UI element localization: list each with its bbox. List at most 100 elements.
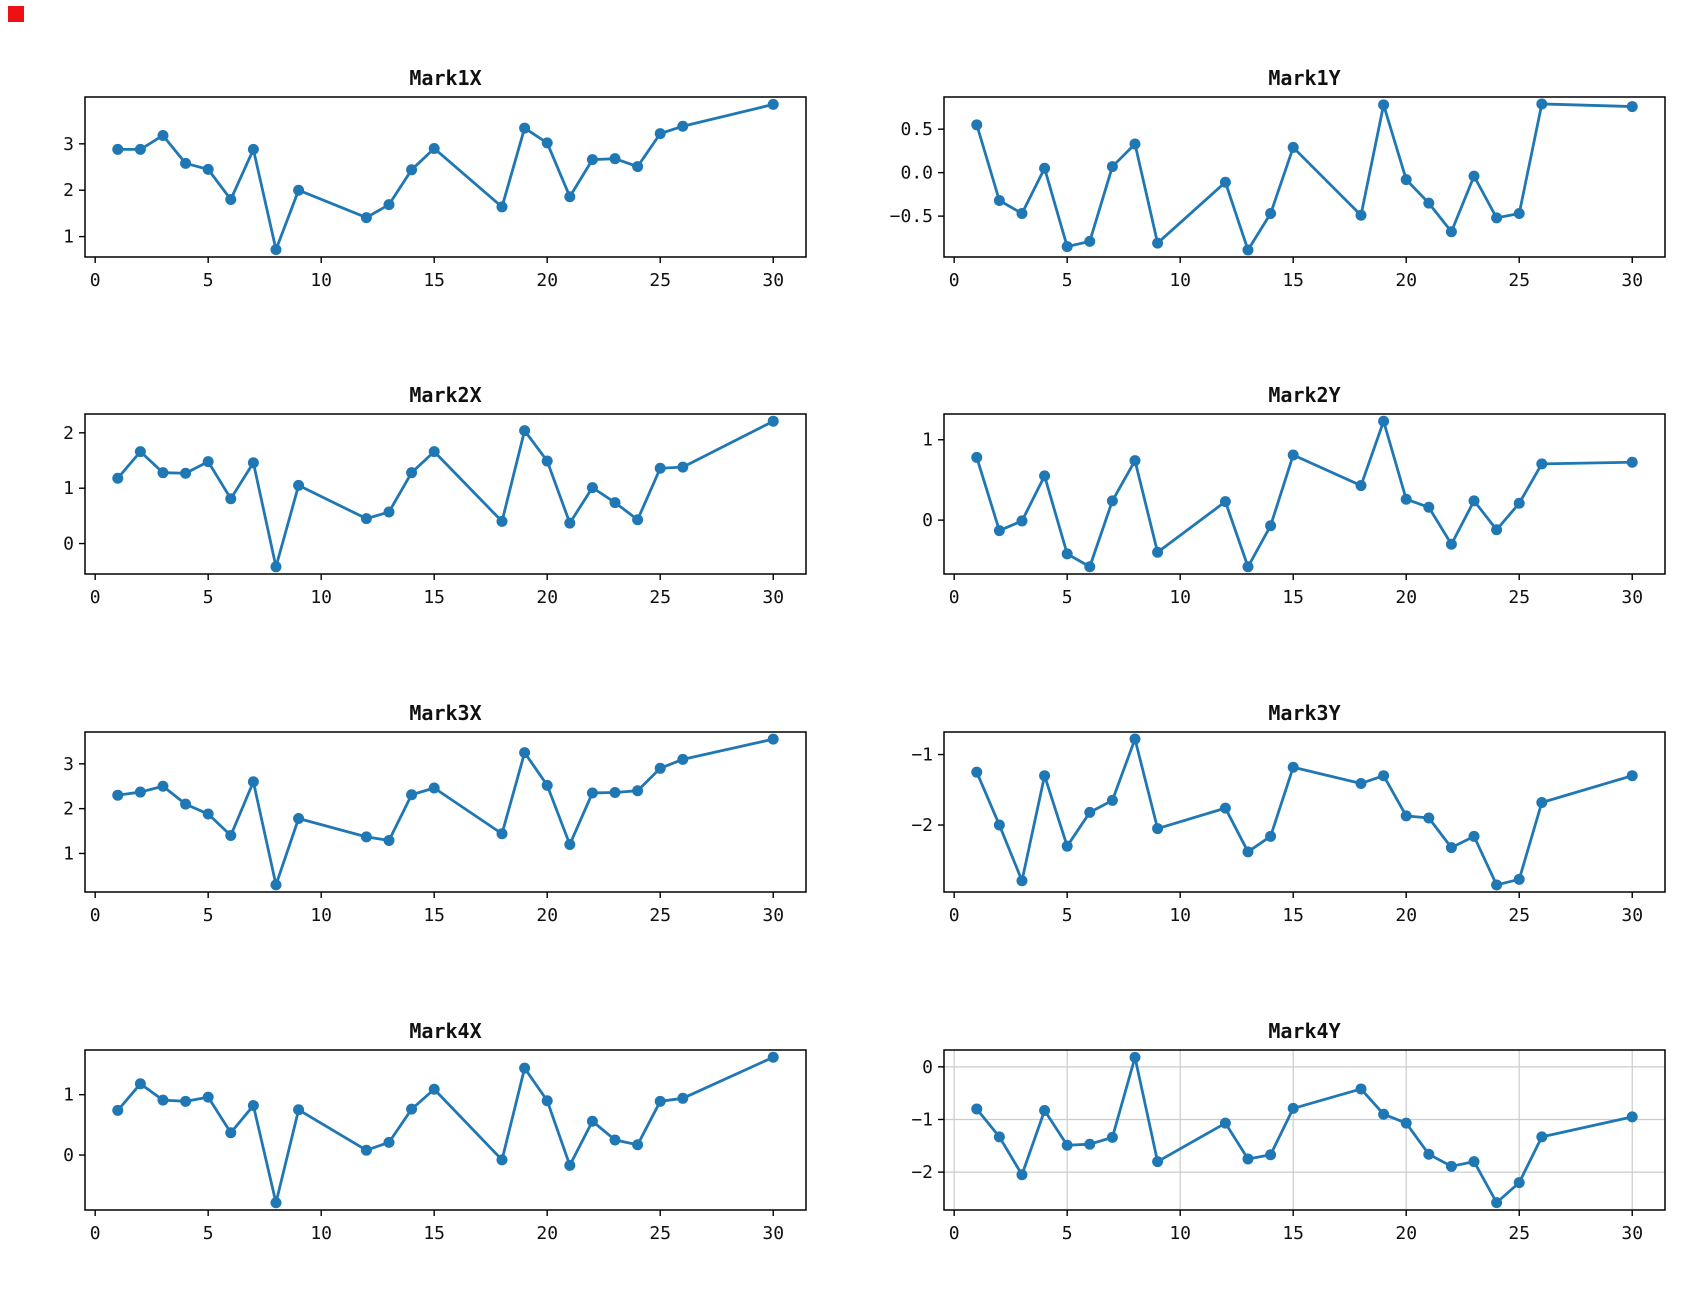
data-point: [180, 467, 192, 479]
data-point: [971, 766, 983, 778]
x-tick-label: 0: [949, 587, 960, 608]
data-point: [1242, 244, 1254, 256]
y-tick-label: 0: [63, 1145, 74, 1166]
x-tick-label: 25: [649, 587, 671, 608]
data-point: [677, 120, 689, 132]
x-tick-label: 20: [536, 587, 558, 608]
y-tick-label: 0.0: [900, 163, 933, 184]
data-point: [1106, 161, 1118, 173]
data-point: [1491, 879, 1503, 891]
data-point: [406, 164, 418, 176]
chart-title: Mark4Y: [1268, 1019, 1340, 1043]
data-point: [677, 1092, 689, 1104]
data-point: [270, 1197, 282, 1209]
data-point: [1400, 810, 1412, 822]
x-tick-label: 5: [203, 587, 214, 608]
data-point: [586, 154, 598, 166]
data-point: [1061, 1139, 1073, 1151]
data-point: [767, 733, 779, 745]
data-point: [202, 163, 214, 175]
x-tick-label: 30: [1621, 270, 1643, 291]
y-tick-label: 3: [63, 134, 74, 155]
data-point: [1287, 449, 1299, 461]
data-point: [1445, 1160, 1457, 1172]
data-point: [383, 1136, 395, 1148]
x-tick-label: 0: [949, 270, 960, 291]
data-point: [247, 457, 259, 469]
data-point: [1378, 415, 1390, 427]
data-line: [975, 419, 1634, 569]
data-point: [677, 461, 689, 473]
data-point: [1265, 830, 1277, 842]
data-point: [632, 1139, 644, 1151]
data-point: [1016, 1169, 1028, 1181]
data-point: [1355, 1083, 1367, 1095]
x-tick-label: 20: [1395, 905, 1417, 926]
y-tick-label: 0: [63, 534, 74, 555]
data-point: [1491, 524, 1503, 536]
chart-mark1y-panel: 0 5 10 15 20 25 30 −0.5 0.0 0.5 Mark1Y: [890, 66, 1666, 291]
x-tick-label: 15: [1282, 270, 1304, 291]
data-line: [975, 737, 1634, 887]
data-point: [293, 184, 305, 196]
data-point: [767, 98, 779, 110]
data-point: [428, 1083, 440, 1095]
x-tick-label: 20: [536, 1223, 558, 1244]
data-point: [1536, 98, 1548, 110]
data-point: [1242, 846, 1254, 858]
axes-frame: [943, 96, 1666, 258]
x-tick-label: 0: [90, 587, 101, 608]
data-point: [406, 1103, 418, 1115]
data-point: [360, 1144, 372, 1156]
x-tick-label: 10: [310, 587, 332, 608]
data-point: [247, 143, 259, 155]
data-point: [112, 1104, 124, 1116]
data-point: [1219, 176, 1231, 188]
data-point: [1152, 823, 1164, 835]
data-series: [112, 1051, 779, 1209]
x-tick-label: 30: [762, 587, 784, 608]
data-point: [677, 753, 689, 765]
y-tick-label: 3: [63, 754, 74, 775]
data-point: [1219, 496, 1231, 508]
data-point: [519, 425, 531, 437]
data-point: [1084, 806, 1096, 818]
data-point: [632, 785, 644, 797]
data-point: [157, 467, 169, 479]
data-point: [1468, 170, 1480, 182]
data-point: [157, 129, 169, 141]
x-tick-label: 0: [90, 270, 101, 291]
chart-title: Mark4X: [409, 1019, 481, 1043]
x-tick-label: 5: [1062, 1223, 1073, 1244]
data-point: [180, 798, 192, 810]
data-point: [1400, 174, 1412, 186]
data-point: [1468, 1156, 1480, 1168]
data-point: [1265, 208, 1277, 220]
data-line: [975, 102, 1634, 252]
data-point: [112, 789, 124, 801]
data-point: [293, 479, 305, 491]
data-point: [1423, 197, 1435, 209]
axes-frame: [84, 731, 807, 893]
data-point: [1468, 830, 1480, 842]
data-point: [134, 1078, 146, 1090]
data-point: [609, 497, 621, 509]
data-point: [496, 515, 508, 527]
data-point: [993, 525, 1005, 537]
data-point: [609, 1134, 621, 1146]
y-tick-label: −0.5: [890, 206, 933, 227]
data-point: [654, 1095, 666, 1107]
data-point: [1152, 1156, 1164, 1168]
x-tick-label: 30: [1621, 587, 1643, 608]
data-point: [1039, 470, 1051, 482]
y-tick-label: 1: [922, 430, 933, 451]
data-point: [1016, 208, 1028, 220]
y-tick-label: 2: [63, 423, 74, 444]
data-point: [293, 1104, 305, 1116]
data-point: [654, 462, 666, 474]
x-tick-label: 5: [203, 270, 214, 291]
x-tick-label: 25: [1508, 905, 1530, 926]
data-point: [564, 191, 576, 203]
data-point: [1491, 1197, 1503, 1209]
x-tick-label: 30: [762, 270, 784, 291]
